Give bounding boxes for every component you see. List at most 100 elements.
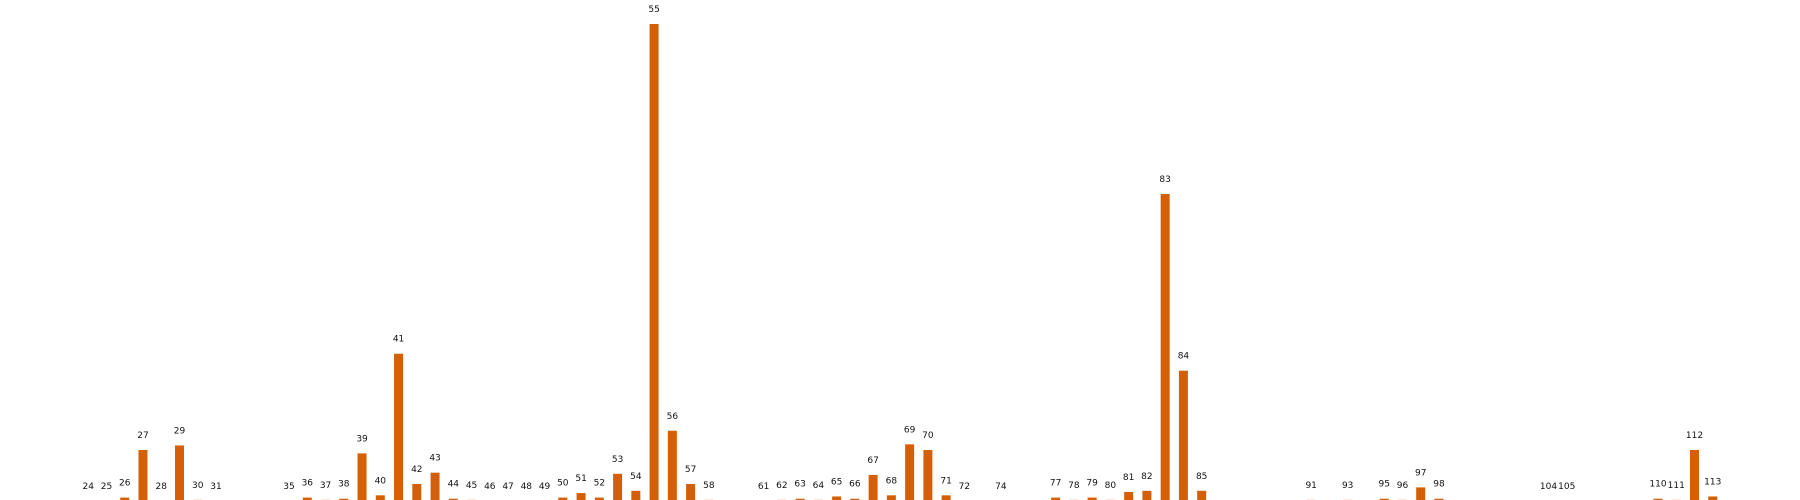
bar-label-28: 28: [156, 482, 168, 492]
bar-label-72: 72: [959, 482, 970, 492]
bar-label-79: 79: [1086, 479, 1098, 489]
bar-29: [175, 445, 185, 500]
bar-label-44: 44: [448, 480, 460, 490]
bar-66: [850, 498, 860, 500]
bar-38: [339, 498, 349, 500]
bar-label-93: 93: [1342, 481, 1353, 491]
bar-65: [832, 496, 842, 500]
value-labels-layer: 24 25 26 27 28 29 30 31 35 36 37 38 39 40 41 42 43 44 45 46…: [83, 5, 1722, 492]
bar-label-39: 39: [356, 434, 368, 444]
bar-label-29: 29: [174, 426, 186, 436]
bar-label-46: 46: [484, 482, 496, 492]
bar-42: [412, 484, 422, 500]
bar-label-83: 83: [1159, 175, 1170, 185]
bar-41: [394, 353, 404, 500]
bar-label-110: 110: [1649, 480, 1666, 490]
bar-label-98: 98: [1433, 480, 1445, 490]
bar-label-31: 31: [210, 482, 221, 492]
bar-label-55: 55: [648, 5, 659, 15]
bar-68: [886, 495, 896, 500]
bar-71: [941, 495, 951, 500]
bar-label-85: 85: [1196, 472, 1207, 482]
bar-83: [1160, 193, 1170, 500]
bar-40: [375, 495, 385, 500]
bar-label-68: 68: [886, 476, 898, 486]
bar-label-70: 70: [922, 431, 934, 441]
bar-63: [795, 498, 805, 500]
bar-label-66: 66: [849, 480, 861, 490]
bar-label-64: 64: [813, 481, 825, 491]
bar-70: [923, 450, 933, 500]
bar-82: [1142, 490, 1152, 500]
bar-77: [1051, 497, 1061, 500]
bar-label-24: 24: [83, 482, 95, 492]
bar-label-52: 52: [594, 479, 605, 489]
bar-label-35: 35: [283, 482, 294, 492]
bars-layer: [120, 24, 1718, 500]
bar-69: [905, 444, 915, 500]
bar-52: [594, 497, 604, 500]
bar-36: [302, 497, 312, 500]
bar-56: [667, 430, 677, 500]
bar-label-113: 113: [1704, 477, 1721, 487]
bar-label-57: 57: [685, 465, 696, 475]
bar-label-36: 36: [302, 479, 314, 489]
bar-label-81: 81: [1123, 473, 1134, 483]
bar-label-37: 37: [320, 481, 331, 491]
bar-27: [138, 450, 148, 500]
bar-label-51: 51: [575, 474, 586, 484]
bar-112: [1689, 450, 1699, 500]
bar-57: [686, 484, 696, 500]
bar-label-42: 42: [411, 465, 422, 475]
bar-label-43: 43: [429, 454, 440, 464]
bar-label-58: 58: [703, 481, 715, 491]
bar-label-25: 25: [101, 482, 112, 492]
bar-label-54: 54: [630, 472, 642, 482]
bar-label-63: 63: [794, 480, 805, 490]
bar-label-38: 38: [338, 480, 350, 490]
bar-26: [120, 497, 130, 500]
bar-85: [1197, 490, 1207, 500]
bar-label-48: 48: [521, 482, 533, 492]
bar-label-49: 49: [539, 482, 551, 492]
bar-label-112: 112: [1686, 431, 1703, 441]
bar-label-71: 71: [940, 476, 951, 486]
bar-label-67: 67: [867, 456, 878, 466]
bar-label-105: 105: [1558, 482, 1575, 492]
bar-label-56: 56: [667, 412, 679, 422]
bar-95: [1379, 498, 1389, 500]
bar-label-69: 69: [904, 425, 916, 435]
bar-label-61: 61: [758, 482, 769, 492]
bar-81: [1124, 491, 1134, 500]
bar-label-80: 80: [1105, 481, 1117, 491]
bar-label-97: 97: [1415, 468, 1426, 478]
bar-label-65: 65: [831, 477, 842, 487]
bar-label-27: 27: [137, 431, 148, 441]
bar-53: [613, 473, 623, 500]
bar-84: [1178, 370, 1188, 500]
bar-110: [1653, 498, 1663, 500]
bar-51: [576, 493, 586, 500]
bar-label-96: 96: [1397, 481, 1409, 491]
bar-label-40: 40: [375, 476, 387, 486]
bar-label-95: 95: [1378, 480, 1389, 490]
bar-67: [868, 474, 878, 500]
bar-54: [631, 490, 641, 500]
bar-label-104: 104: [1540, 482, 1557, 492]
bar-label-74: 74: [995, 482, 1007, 492]
bar-44: [448, 498, 458, 500]
bar-label-78: 78: [1068, 481, 1080, 491]
bar-label-91: 91: [1305, 481, 1316, 491]
bar-label-47: 47: [502, 482, 513, 492]
bar-label-45: 45: [466, 481, 477, 491]
bar-label-111: 111: [1668, 481, 1685, 491]
bar-43: [430, 472, 440, 500]
bar-label-50: 50: [557, 479, 569, 489]
bar-55: [649, 24, 659, 500]
bar-label-30: 30: [192, 481, 204, 491]
bar-label-84: 84: [1178, 352, 1190, 362]
bar-98: [1434, 498, 1444, 500]
bar-label-26: 26: [119, 479, 131, 489]
bar-label-77: 77: [1050, 479, 1061, 489]
